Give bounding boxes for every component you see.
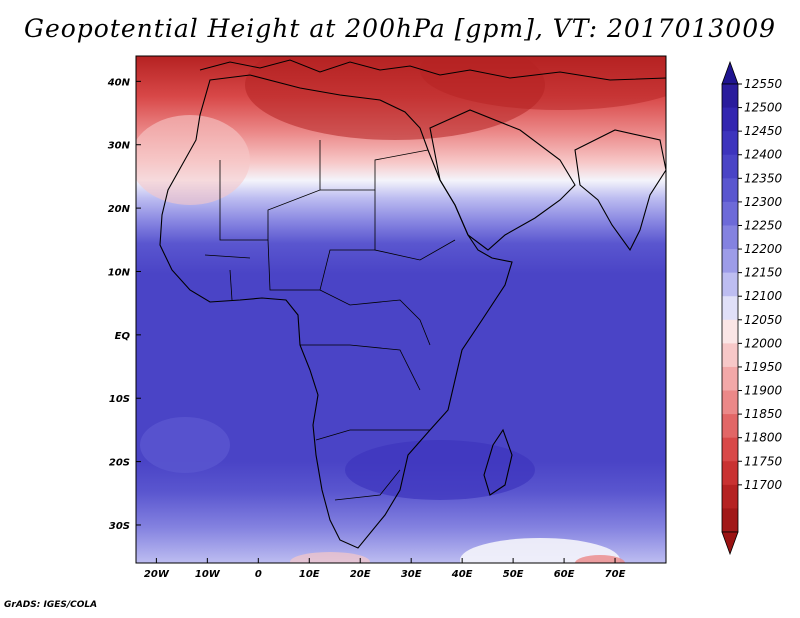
arabia-outline bbox=[429, 109, 576, 251]
colorbar-swatch bbox=[722, 84, 738, 109]
grads-credit: GrADS: IGES/COLA bbox=[4, 600, 98, 610]
colorbar-swatch bbox=[722, 131, 738, 156]
colorbar-label: 12250 bbox=[744, 218, 783, 232]
lon-tick-label: 40E bbox=[451, 569, 473, 580]
lon-tick-label: 20W bbox=[144, 569, 170, 580]
colorbar-swatch bbox=[722, 508, 738, 533]
colorbar-swatch bbox=[722, 225, 738, 250]
lat-tick-label: 30N bbox=[108, 141, 131, 152]
colorbar-label: 11950 bbox=[744, 360, 783, 374]
lon-tick-label: 30E bbox=[401, 569, 422, 580]
lat-tick-label: 30S bbox=[109, 521, 130, 532]
axis-ticks: 20W 10W 0 10E 20E 30E 40E 50E 60E 70E 40N 30N 20N 10N… bbox=[107, 77, 626, 580]
colorbar: 12550 12500 12450 12400 12350 12300 12250 12200… bbox=[721, 60, 783, 556]
india-outline bbox=[574, 129, 667, 252]
lon-tick-label: 60E bbox=[554, 569, 575, 580]
lon-tick-label: 70E bbox=[605, 569, 626, 580]
colorbar-bottom-arrow bbox=[721, 531, 739, 556]
colorbar-swatch bbox=[722, 319, 738, 344]
colorbar-swatch bbox=[722, 437, 738, 462]
lat-tick-label: 20S bbox=[109, 458, 130, 469]
colorbar-swatch bbox=[722, 390, 738, 415]
colorbar-swatch bbox=[722, 201, 738, 226]
colorbar-swatch bbox=[722, 366, 738, 392]
lon-tick-label: 20E bbox=[350, 569, 371, 580]
colorbar-swatch bbox=[722, 461, 738, 486]
colorbar-swatch bbox=[722, 178, 738, 203]
colorbar-swatch bbox=[722, 414, 738, 439]
map-frame bbox=[135, 55, 667, 564]
colorbar-swatch bbox=[722, 154, 738, 179]
height-field bbox=[136, 56, 666, 563]
lat-tick-label: 20N bbox=[108, 204, 131, 215]
colorbar-label: 11700 bbox=[744, 478, 783, 492]
colorbar-swatch bbox=[722, 296, 738, 321]
colorbar-swatch bbox=[722, 249, 738, 274]
colorbar-swatch bbox=[722, 107, 738, 132]
colorbar-label: 11800 bbox=[744, 431, 783, 445]
colorbar-label: 11850 bbox=[744, 407, 783, 421]
colorbar-label: 12100 bbox=[744, 289, 783, 303]
colorbar-label: 11750 bbox=[744, 454, 783, 468]
colorbar-swatch bbox=[722, 343, 738, 368]
colorbar-label: 12400 bbox=[744, 148, 783, 162]
africa-coastline bbox=[159, 74, 513, 549]
lat-tick-label: 10S bbox=[109, 394, 130, 405]
colorbar-top-arrow bbox=[721, 60, 739, 85]
colorbar-swatch bbox=[722, 484, 738, 509]
colorbar-label: 12450 bbox=[744, 124, 783, 138]
colorbar-label: 12050 bbox=[744, 313, 783, 327]
madagascar-outline bbox=[483, 428, 513, 496]
europe-coastline bbox=[199, 59, 667, 81]
lat-tick-label: 40N bbox=[107, 77, 131, 88]
lon-tick-label: 10W bbox=[195, 569, 221, 580]
colorbar-label: 12000 bbox=[744, 336, 783, 350]
colorbar-label: 12200 bbox=[744, 242, 783, 256]
colorbar-label: 12550 bbox=[744, 77, 783, 91]
lat-tick-label: 10N bbox=[108, 267, 131, 278]
colorbar-label: 12350 bbox=[744, 171, 783, 185]
lon-tick-label: 10E bbox=[299, 569, 320, 580]
lat-tick-label: EQ bbox=[115, 331, 131, 342]
lon-tick-label: 50E bbox=[503, 569, 524, 580]
colorbar-label: 12500 bbox=[744, 101, 783, 115]
chart-title: Geopotential Height at 200hPa [gpm], VT:… bbox=[23, 14, 777, 43]
country-borders bbox=[204, 140, 456, 501]
lon-tick-label: 0 bbox=[255, 569, 262, 580]
colorbar-swatch bbox=[722, 272, 738, 297]
colorbar-label: 11900 bbox=[744, 384, 783, 398]
colorbar-label: 12300 bbox=[744, 195, 783, 209]
colorbar-label: 12150 bbox=[744, 266, 783, 280]
